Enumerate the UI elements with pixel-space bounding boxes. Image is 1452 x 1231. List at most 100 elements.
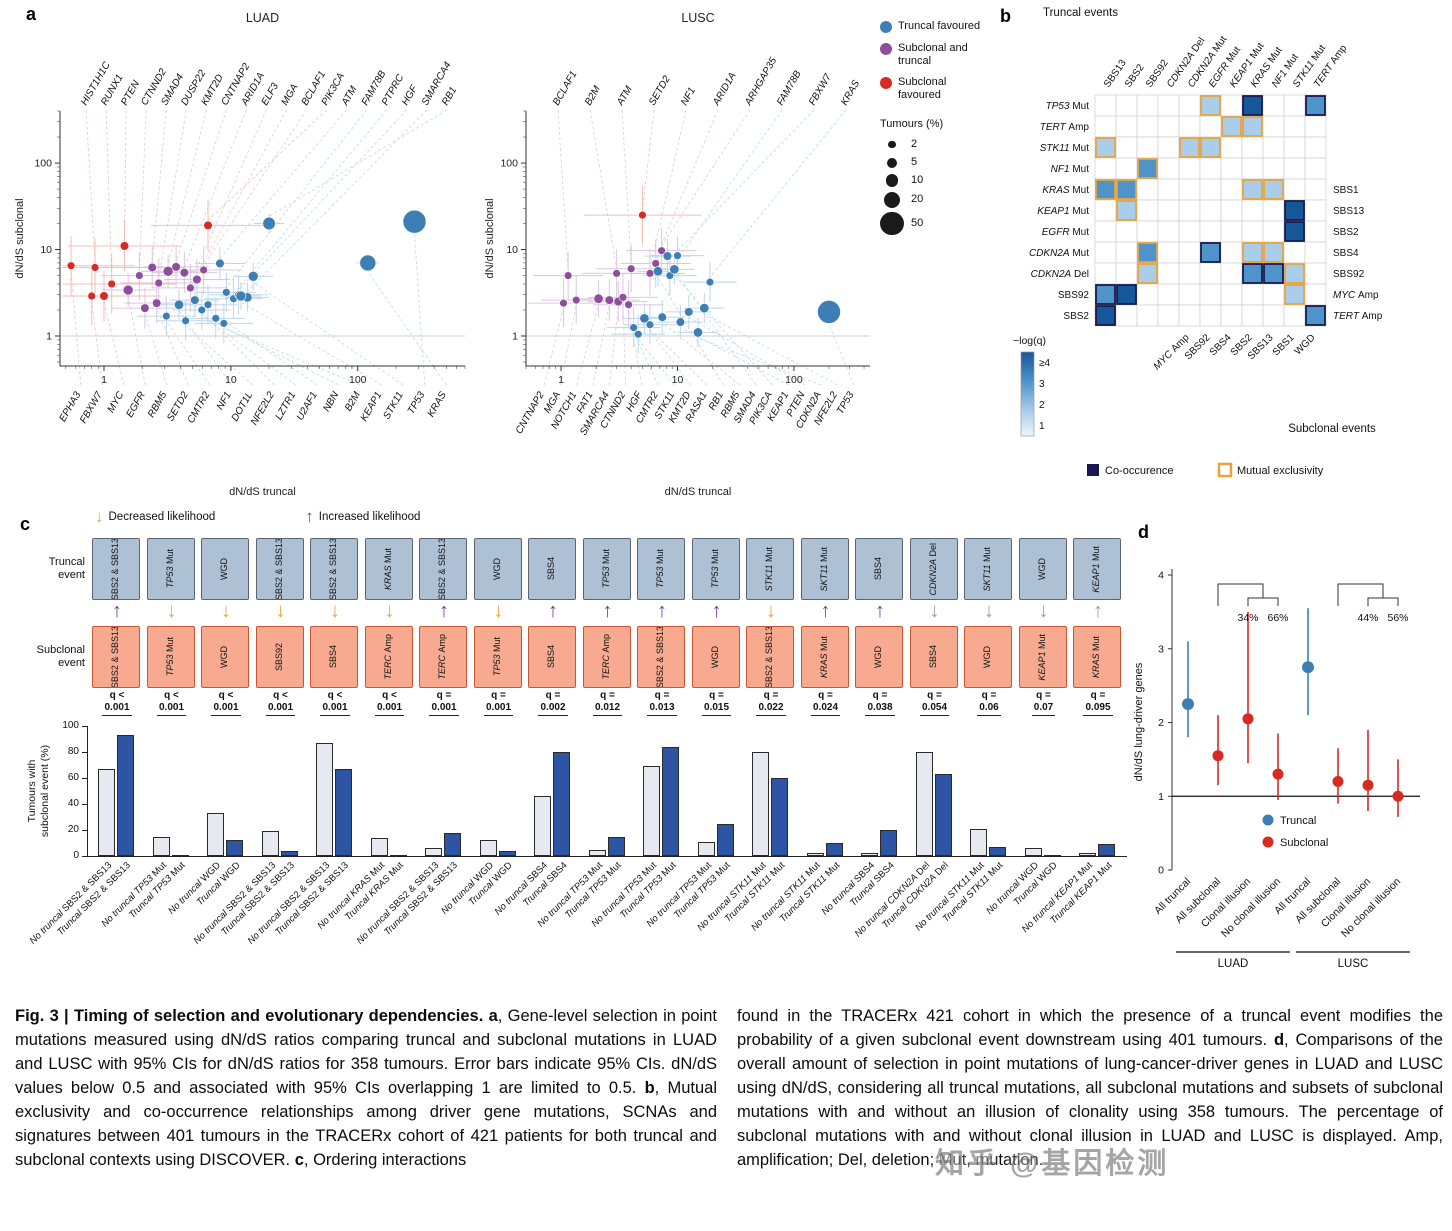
heat-cell: [1115, 262, 1138, 285]
leader-line: [127, 295, 146, 386]
subclonal-event-label: SBS2 & SBS13: [110, 626, 121, 687]
subclonal-event-label: TP53 Mut: [164, 637, 175, 677]
q-value-number-text: 0.095: [1083, 702, 1113, 716]
scatter-point-BCLAF1: [199, 265, 208, 275]
event-token: TERC: [600, 655, 611, 680]
heat-cell: [1094, 94, 1117, 117]
scatter-point-CDKN2A: [693, 327, 704, 338]
gene-label: MYC: [106, 389, 127, 414]
estimate-point: [1332, 776, 1344, 787]
gene-label: B2M: [583, 84, 603, 108]
event-token: TP53: [164, 655, 175, 677]
leader-line: [628, 309, 643, 386]
bar-truncal: [226, 840, 243, 856]
likelihood-arrow: ↑: [602, 600, 613, 622]
truncal-event-row-label-text: Truncal event: [48, 556, 85, 581]
subclonal-row-label: TP53 Mut: [1046, 101, 1090, 112]
event-token: SBS2: [328, 577, 339, 600]
likelihood-arrow: ↓: [384, 600, 395, 622]
y-tick-label: 60: [67, 772, 79, 783]
truncal-event-label: TP53 Mut: [601, 549, 611, 588]
y-tick-label: 80: [67, 746, 79, 757]
likelihood-arrow: ↑: [439, 600, 449, 622]
size-value-label: 50: [911, 216, 924, 229]
scatter-point-RASA1: [645, 320, 655, 329]
heat-cell: [1199, 283, 1222, 306]
scatter-point-FAM78B: [222, 288, 231, 297]
q-value-relation: q =: [491, 690, 506, 701]
q-value: q <0.001: [254, 690, 308, 716]
y-tick: [82, 778, 87, 779]
scatter-point-NBN: [211, 314, 220, 323]
bar-truncal: [335, 768, 352, 856]
heat-cell-co-occurrence: [1116, 284, 1137, 305]
leader-line: [183, 109, 247, 268]
event-token: &: [328, 568, 339, 575]
scatter-point-STK11: [634, 329, 643, 339]
event-token: KRAS: [818, 653, 829, 679]
likelihood-legend: ↓ Decreased likelihood ↑ Increased likeliho…: [95, 508, 420, 525]
scatter-point-RBM5: [657, 312, 667, 322]
q-value-number: 0.024: [799, 702, 853, 716]
subclonal-event-box: SBS2 & SBS13: [746, 626, 794, 688]
event-token: SBS13: [110, 626, 121, 654]
scatter-point-RB1: [262, 216, 276, 231]
heat-cell: [1262, 220, 1285, 243]
q-value-relation: q <: [109, 690, 125, 701]
leader-line: [657, 276, 724, 386]
heat-cell: [1199, 262, 1222, 285]
size-value-label: 20: [911, 193, 924, 206]
leader-line: [247, 109, 428, 292]
scatter-point-NFE2L2: [699, 303, 710, 314]
ordering-column: WGD ↓ TP53 Mut q = 0.001 No truncal WGD Trunca…: [439, 538, 526, 998]
size-dot: [885, 174, 899, 187]
subclonal-event-box: WGD: [855, 626, 903, 688]
heat-cell-co-occurrence: [1095, 284, 1116, 305]
panel-letter-b: b: [1000, 6, 1011, 26]
scatter-point-FBXW7: [673, 251, 682, 260]
heat-cell-mutual-exclusivity: [1263, 242, 1284, 263]
event-token: &: [273, 568, 284, 575]
q-value: q <0.001: [90, 690, 144, 716]
q-value-number-text: 0.001: [483, 702, 514, 716]
leader-line: [158, 109, 187, 279]
q-value-relation: q =: [545, 690, 561, 701]
gene-label: RB1: [440, 85, 459, 107]
scatter-point-KEAP1: [675, 317, 686, 327]
leader-line: [233, 109, 388, 295]
heat-cell: [1283, 304, 1306, 327]
heat-cell-mutual-exclusivity: [1221, 116, 1242, 137]
q-value-number-text: 0.013: [647, 702, 677, 716]
event-token: KRAS: [382, 565, 393, 591]
event-token: &: [655, 656, 666, 663]
estimate-point: [1302, 661, 1314, 674]
likelihood-legend-label: Decreased likelihood: [108, 510, 216, 523]
truncal-event-label: KEAP1 Mut: [1091, 546, 1101, 593]
event-token: Mut: [764, 546, 775, 562]
caption-bold-segment: d: [1273, 1030, 1285, 1049]
panel-b-cooccurrence-heatmap: Truncal events TP53 Mut TERT Amp STK11 Mut N…: [995, 0, 1452, 510]
heat-cell-mutual-exclusivity: [1137, 263, 1158, 284]
subclonal-event-box: SBS4: [528, 626, 576, 688]
leader-line: [203, 109, 307, 266]
bar-no-truncal: [970, 828, 987, 856]
heat-cell-mutual-exclusivity: [1116, 200, 1137, 221]
likelihood-arrow: ↓: [984, 600, 994, 622]
subclonal-event-label: TP53 Mut: [492, 637, 502, 676]
event-token: Mut: [168, 860, 188, 879]
q-value: q = 0.06: [962, 690, 1016, 716]
truncal-event-box: SBS2 & SBS13: [310, 538, 358, 600]
size-legend-item: 5: [880, 156, 992, 170]
q-value-number: 0.001: [417, 702, 471, 716]
bar-no-truncal: [261, 831, 279, 856]
subclonal-event-label: WGD: [873, 646, 883, 668]
size-dot: [888, 140, 896, 149]
truncal-event-row-label: Truncal event: [15, 538, 85, 600]
heat-cell: [1304, 220, 1327, 243]
q-value-relation: q =: [763, 690, 779, 701]
leader-line: [633, 332, 659, 386]
truncal-event-label: SKT11 Mut: [819, 547, 829, 591]
subclonal-event-box: TP53 Mut: [473, 626, 522, 688]
likelihood-arrow: ↓: [330, 600, 340, 622]
subclonal-right-row-label: SBS92: [1333, 269, 1365, 280]
